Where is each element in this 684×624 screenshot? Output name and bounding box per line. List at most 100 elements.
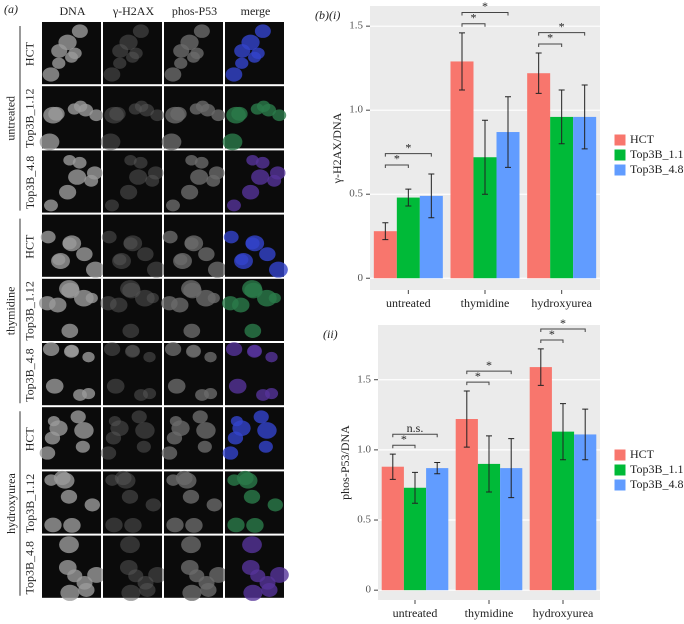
chart-title: (ii): [323, 327, 338, 341]
nucleus: [123, 237, 138, 250]
y-tick-label: 0.5: [349, 188, 363, 200]
nucleus: [181, 536, 201, 554]
legend-swatch: [613, 463, 627, 477]
error-bar: [482, 119, 488, 195]
nucleus: [60, 584, 80, 601]
nucleus: [143, 351, 156, 363]
nucleus: [124, 155, 137, 166]
nucleus: [124, 517, 142, 533]
nucleus: [185, 345, 201, 358]
nucleus: [164, 67, 182, 82]
nucleus: [173, 252, 192, 270]
error-bar: [382, 222, 389, 241]
nucleus: [68, 169, 87, 185]
nucleus: [183, 282, 202, 299]
nucleus: [222, 446, 239, 460]
nucleus: [100, 446, 117, 460]
nucleus: [108, 415, 121, 427]
significance-bracket: [538, 43, 563, 47]
nucleus: [227, 199, 241, 212]
nucleus: [120, 536, 140, 554]
error-bar: [582, 408, 589, 461]
nucleus: [182, 584, 202, 601]
nucleus: [198, 247, 215, 262]
nucleus: [169, 415, 182, 427]
nucleus: [53, 470, 71, 486]
nucleus: [63, 345, 79, 358]
nucleus: [167, 378, 186, 394]
nucleus: [76, 576, 93, 590]
legend-label: Top3B_4.8: [630, 162, 684, 176]
nucleus: [230, 415, 243, 427]
error-bar: [581, 84, 588, 150]
nucleus: [112, 252, 131, 270]
legend-label: HCT: [630, 447, 655, 461]
nucleus: [198, 576, 215, 590]
nucleus: [190, 169, 209, 185]
significance-label: *: [405, 140, 411, 154]
nucleus: [243, 584, 263, 601]
legend-label: Top3B_1.12: [630, 462, 684, 476]
nucleus: [44, 199, 58, 212]
cell-line-label: Top3B_1.12: [23, 474, 37, 534]
nucleus: [132, 24, 149, 38]
legend-swatch: [613, 448, 627, 462]
nucleus: [251, 169, 270, 185]
nucleus: [180, 34, 199, 51]
nucleus: [136, 440, 151, 453]
error-bar: [535, 52, 542, 94]
nucleus: [166, 199, 180, 212]
nucleus: [196, 422, 216, 439]
significance-label: *: [559, 19, 565, 33]
nucleus: [109, 106, 126, 121]
nucleus: [137, 576, 154, 590]
nucleus: [164, 342, 182, 357]
x-tick-label: untreated: [386, 296, 431, 310]
nucleus: [40, 230, 56, 244]
bar: [396, 197, 420, 279]
nucleus: [170, 106, 187, 121]
nucleus: [270, 166, 286, 180]
nucleus: [244, 323, 262, 339]
legend-label: HCT: [630, 132, 655, 146]
legend-label: Top3B_4.8: [630, 477, 684, 491]
nucleus: [246, 517, 264, 533]
bar: [527, 73, 551, 279]
nucleus: [122, 323, 140, 339]
cell-line-label: HCT: [23, 427, 37, 452]
nucleus: [259, 247, 276, 262]
x-tick-label: hydroxyurea: [531, 296, 592, 310]
bar: [373, 231, 397, 279]
nucleus: [61, 282, 80, 299]
bar: [574, 434, 597, 591]
nucleus: [246, 345, 262, 358]
nucleus: [129, 169, 148, 185]
cell-line-label: Top3B_4.8: [23, 156, 37, 210]
significance-bracket: [538, 32, 586, 36]
y-tick-label: 0: [358, 272, 364, 284]
significance-label: *: [482, 0, 488, 13]
nucleus: [236, 470, 254, 486]
nucleus: [139, 103, 155, 117]
nucleus: [166, 431, 183, 445]
nucleus: [261, 103, 277, 117]
nucleus: [268, 292, 281, 304]
nucleus: [245, 237, 260, 250]
nucleus: [70, 410, 86, 424]
nucleus: [142, 387, 157, 400]
nucleus: [209, 566, 228, 583]
cell-line-label: Top3B_1.12: [23, 89, 37, 149]
nucleus: [47, 415, 60, 427]
nucleus: [129, 47, 143, 60]
nucleus: [122, 282, 141, 299]
error-bar: [405, 188, 412, 207]
nucleus: [124, 345, 140, 358]
error-bar: [428, 173, 435, 219]
nucleus: [211, 109, 226, 122]
significance-bracket: [384, 164, 409, 168]
nucleus: [120, 184, 138, 200]
condition-label: hydroxyurea: [4, 473, 18, 534]
nucleus: [192, 410, 208, 424]
cell-line-label: HCT: [23, 234, 37, 259]
nucleus: [148, 566, 167, 583]
